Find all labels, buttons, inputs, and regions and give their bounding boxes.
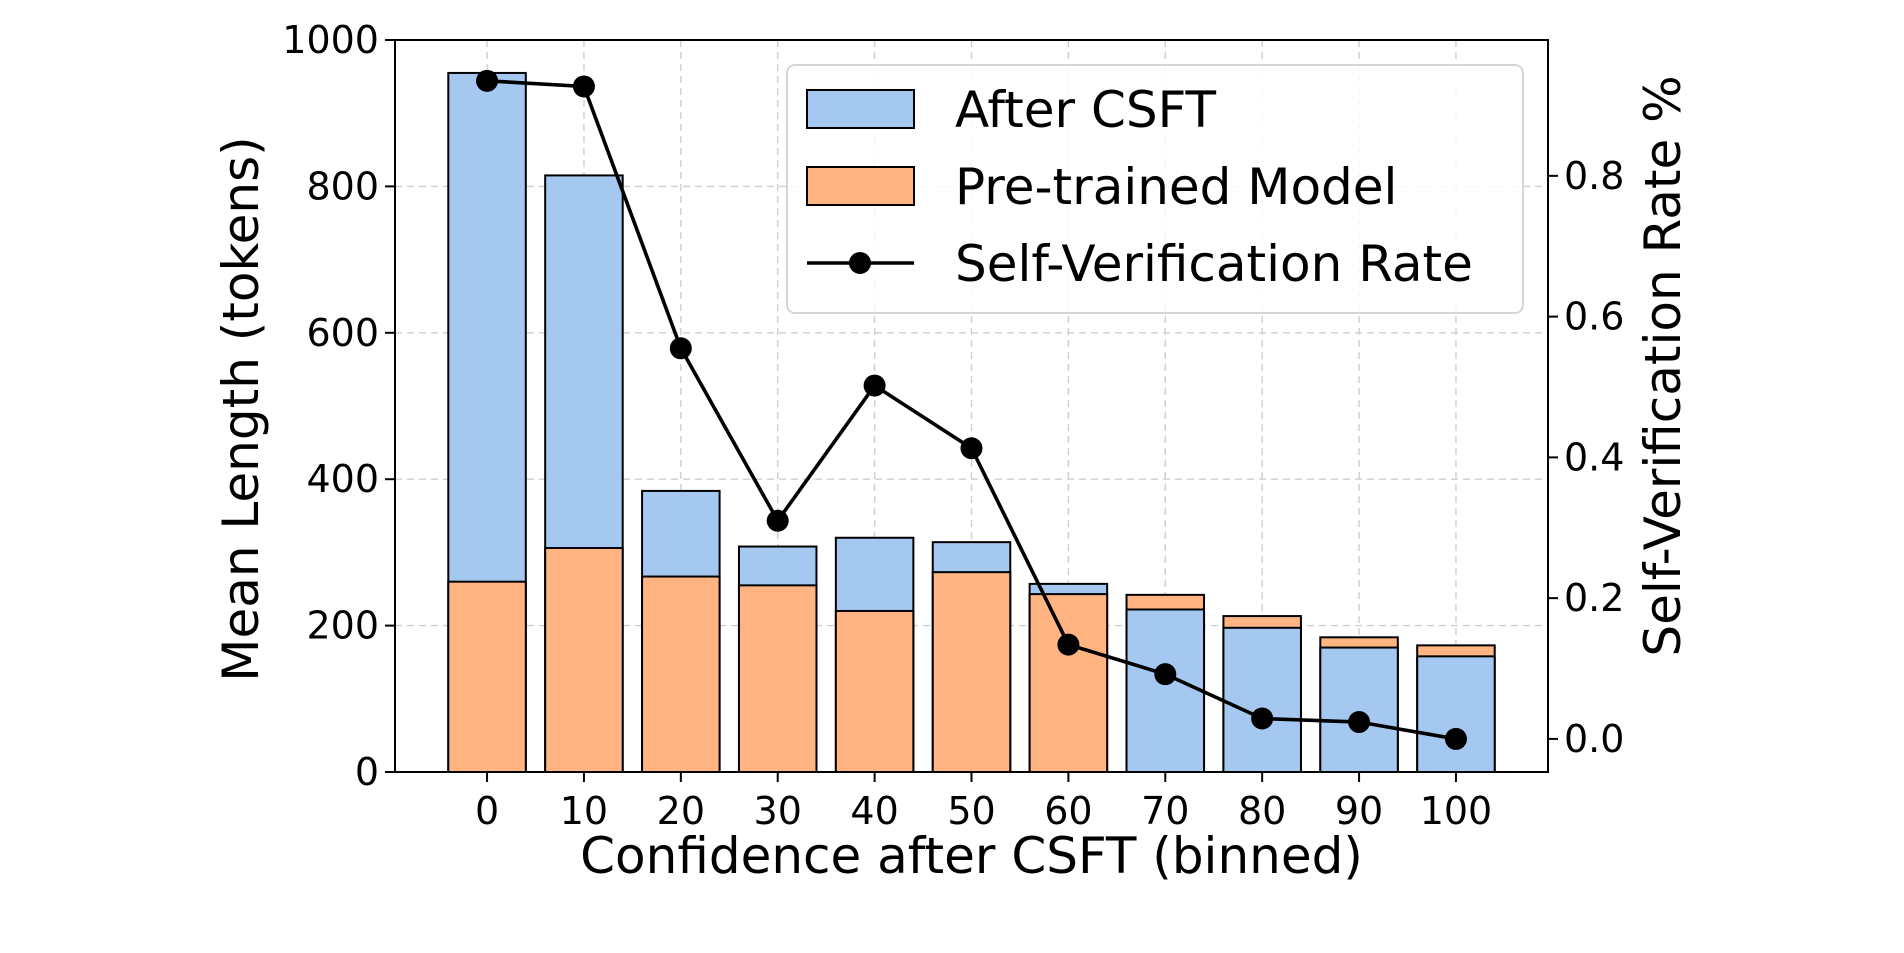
axes: 0 200 400 600 800 1000 0.0 0.2 0.4 0.6 0.8 0 10 20 30 4… [282,18,1624,833]
bar-after-csft-90 [1319,646,1399,773]
y-tick-label-0: 0 [355,750,379,794]
bar-after-csft-70 [1125,608,1206,773]
legend-frame [786,64,1524,314]
legend-swatch-after-csft [806,89,915,129]
point-self-verification-rate-10 [572,75,595,98]
point-self-verification-rate-70 [1154,663,1177,686]
y-tick-label-400: 400 [306,457,379,501]
bar-pre-trained-model-40 [834,609,915,774]
x-tick-label-90: 90 [1335,789,1383,833]
bars-front-layer [447,547,1496,774]
bar-pre-trained-model-30 [737,584,818,774]
x-tick-label-80: 80 [1238,789,1286,833]
y-tick-label-200: 200 [306,604,379,648]
bar-pre-trained-model-0 [447,580,527,773]
point-self-verification-rate-80 [1251,707,1274,730]
legend-label-self-verification-rate: Self-Verification Rate [955,235,1473,293]
x-tick-label-0: 0 [475,789,499,833]
legend: After CSFT Pre-trained Model Self-Verifica… [786,64,1524,314]
x-tick-label-20: 20 [657,789,705,833]
legend-label-pre-trained-model: Pre-trained Model [955,158,1397,216]
x-tick-label-60: 60 [1044,789,1092,833]
y-axis-title: Mean Length (tokens) [212,136,270,681]
bar-pre-trained-model-60 [1028,593,1109,774]
point-self-verification-rate-40 [863,374,886,397]
x-tick-label-40: 40 [850,789,898,833]
point-self-verification-rate-0 [476,69,499,92]
y2-tick-label-0.0: 0.0 [1564,717,1624,761]
y2-axis-title: Self-Verification Rate % [1634,75,1692,656]
legend-swatch-marker-self-verification-rate [849,252,871,274]
y-tick-label-600: 600 [306,311,379,355]
x-tick-label-10: 10 [560,789,608,833]
y-tick-label-800: 800 [306,164,379,208]
bar-after-csft-100 [1416,655,1496,773]
point-self-verification-rate-20 [669,337,692,360]
point-self-verification-rate-100 [1444,727,1467,750]
line-layer [476,69,1467,750]
bar-pre-trained-model-10 [544,547,624,773]
bar-after-csft-80 [1222,626,1302,774]
y2-tick-label-0.8: 0.8 [1564,154,1624,198]
x-tick-label-100: 100 [1420,789,1493,833]
y2-tick-label-0.4: 0.4 [1564,435,1624,479]
y-tick-label-1000: 1000 [282,18,379,62]
point-self-verification-rate-90 [1348,711,1371,734]
point-self-verification-rate-50 [960,437,983,460]
bar-pre-trained-model-50 [931,571,1012,773]
bar-pre-trained-model-20 [641,575,721,774]
x-axis-title: Confidence after CSFT (binned) [580,827,1363,885]
y2-tick-label-0.2: 0.2 [1564,576,1624,620]
point-self-verification-rate-30 [766,509,789,532]
legend-swatch-pre-trained-model [806,166,915,206]
legend-label-after-csft: After CSFT [955,81,1216,139]
x-tick-label-70: 70 [1141,789,1189,833]
x-tick-label-50: 50 [947,789,995,833]
x-tick-label-30: 30 [754,789,802,833]
point-self-verification-rate-60 [1057,633,1080,656]
y2-tick-label-0.6: 0.6 [1564,295,1624,339]
